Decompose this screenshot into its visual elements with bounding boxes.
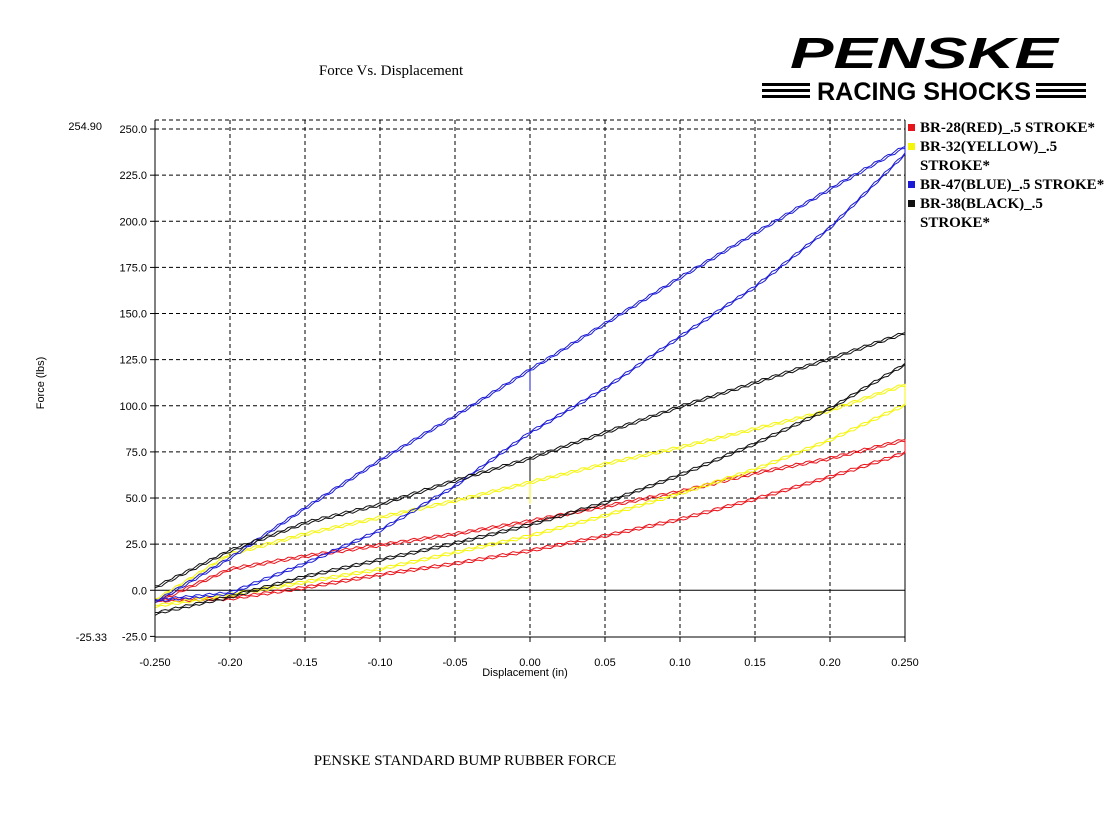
y-tick-label: 100.0 <box>119 401 147 413</box>
chart-title: Force Vs. Displacement <box>319 63 464 79</box>
y-tick-label: 150.0 <box>119 309 147 321</box>
series-line <box>154 385 906 609</box>
x-tick-label: -0.20 <box>217 657 242 669</box>
penske-logo: PENSKE RACING SHOCKS <box>762 29 1086 106</box>
legend-item: BR-38(BLACK)_.5 STROKE* <box>907 195 1112 233</box>
y-axis-label: Force (lbs) <box>35 357 47 410</box>
x-tick-label: 0.250 <box>891 657 919 669</box>
legend: BR-28(RED)_.5 STROKE* BR-32(YELLOW)_.5 ST… <box>907 119 1112 233</box>
y-axis-min-label: -25.33 <box>76 632 107 644</box>
x-tick-label: -0.10 <box>367 657 392 669</box>
series-line <box>154 331 906 614</box>
y-tick-label: 175.0 <box>119 262 147 274</box>
legend-swatch <box>908 200 915 207</box>
y-tick-label: 75.0 <box>126 447 147 459</box>
legend-item: BR-32(YELLOW)_.5 STROKE* <box>907 138 1112 176</box>
series-line <box>154 438 906 602</box>
series-line <box>154 440 906 604</box>
y-tick-label: 25.0 <box>126 539 147 551</box>
y-tick-label: 125.0 <box>119 355 147 367</box>
x-axis-label: Displacement (in) <box>482 667 568 679</box>
y-tick-label: 225.0 <box>119 170 147 182</box>
y-tick-labels: -25.0 0.0 25.0 50.0 75.0 100.0 125.0 150.0 175.0… <box>119 124 147 643</box>
legend-item: BR-47(BLUE)_.5 STROKE* <box>907 176 1112 195</box>
legend-label: BR-32(YELLOW)_.5 STROKE* <box>920 139 1058 174</box>
x-tick-label: -0.05 <box>442 657 467 669</box>
series-line <box>154 333 906 617</box>
x-tick-label: -0.15 <box>292 657 317 669</box>
series-line <box>154 147 906 604</box>
series-line <box>154 383 906 607</box>
x-tick-label: 0.20 <box>819 657 840 669</box>
x-tick-labels: -0.250 -0.20 -0.15 -0.10 -0.05 0.00 0.05 0.10 0.… <box>139 657 918 669</box>
y-tick-label: 250.0 <box>119 124 147 136</box>
x-tick-label: 0.00 <box>519 657 540 669</box>
legend-item: BR-28(RED)_.5 STROKE* <box>907 119 1112 138</box>
legend-swatch <box>908 143 915 150</box>
x-tick-label: 0.10 <box>669 657 690 669</box>
footer-caption: PENSKE STANDARD BUMP RUBBER FORCE <box>314 753 616 769</box>
legend-swatch <box>908 181 915 188</box>
series-0 <box>154 438 906 604</box>
x-tick-label: -0.250 <box>139 657 170 669</box>
y-axis-max-label: 254.90 <box>68 121 102 133</box>
axes <box>150 119 906 642</box>
series-line <box>154 145 906 602</box>
y-tick-label: 0.0 <box>132 585 147 597</box>
series-2 <box>154 145 906 604</box>
svg-text:PENSKE: PENSKE <box>790 29 1060 78</box>
legend-swatch <box>908 124 915 131</box>
series-lines <box>154 145 906 617</box>
x-tick-label: 0.15 <box>744 657 765 669</box>
legend-label: BR-38(BLACK)_.5 STROKE* <box>920 196 1043 231</box>
legend-label: BR-28(RED)_.5 STROKE* <box>920 120 1096 136</box>
legend-label: BR-47(BLUE)_.5 STROKE* <box>920 177 1105 193</box>
x-tick-label: 0.05 <box>594 657 615 669</box>
svg-text:RACING SHOCKS: RACING SHOCKS <box>817 78 1031 106</box>
series-3 <box>154 331 906 617</box>
series-1 <box>154 383 906 609</box>
y-tick-label: -25.0 <box>122 631 147 643</box>
grid <box>155 120 905 637</box>
y-tick-label: 200.0 <box>119 216 147 228</box>
y-tick-label: 50.0 <box>126 493 147 505</box>
